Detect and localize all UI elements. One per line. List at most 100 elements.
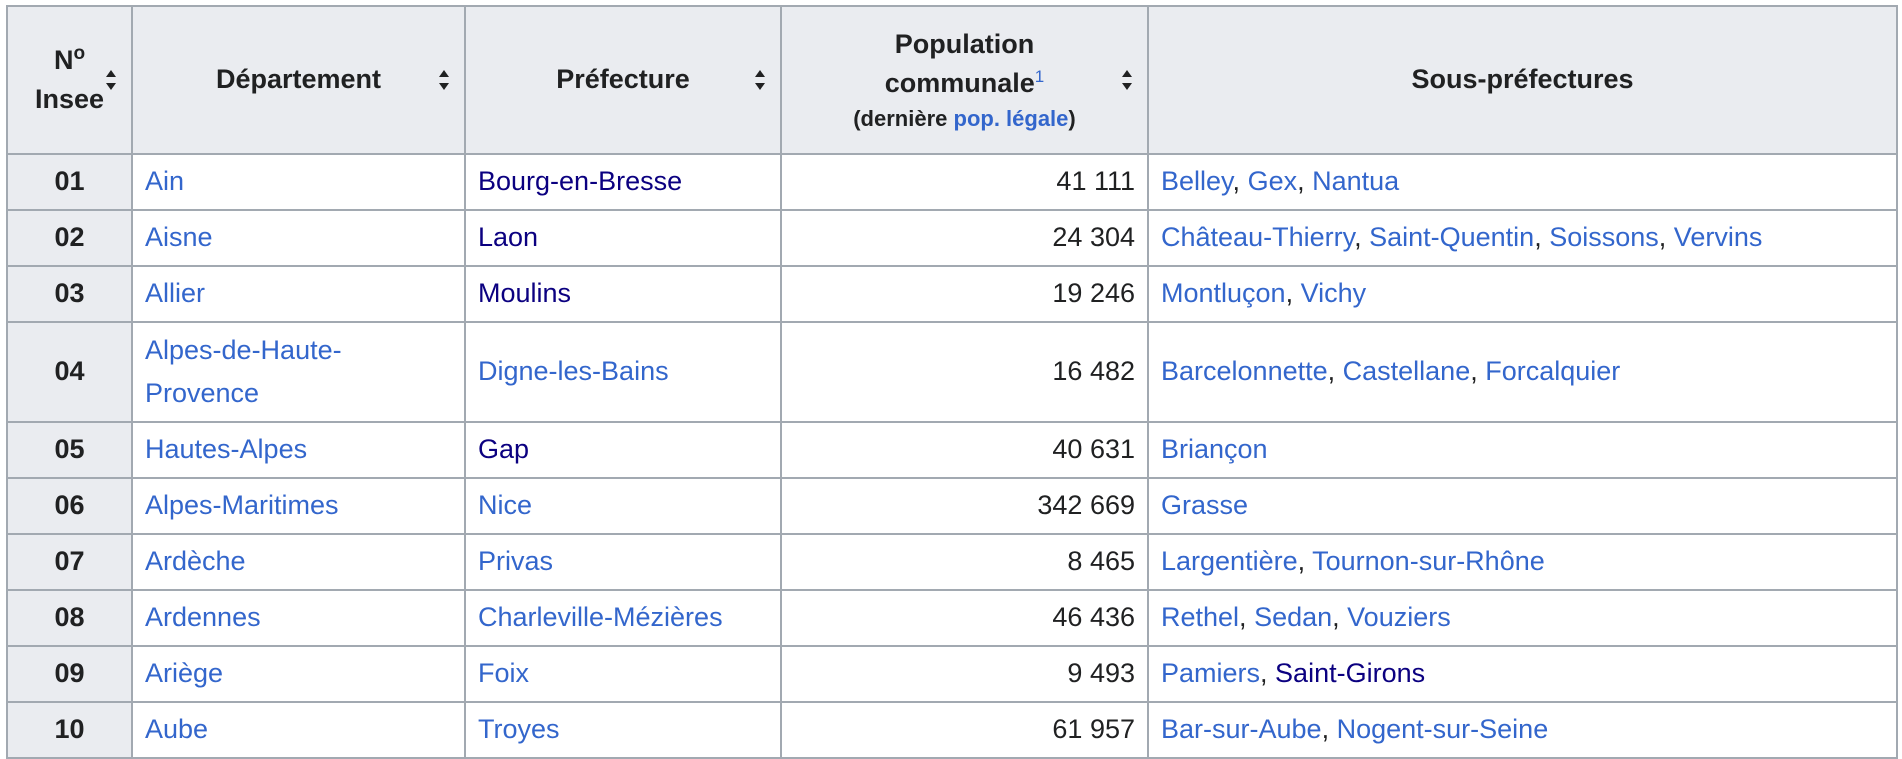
departement-cell: Ardennes (131, 589, 466, 647)
sous-prefecture-link[interactable]: Bar-sur-Aube (1161, 714, 1322, 745)
departement-link[interactable]: Aube (145, 714, 209, 745)
header-row: No Insee Département Préfecture Populatio… (6, 5, 1898, 155)
separator: , (1332, 602, 1348, 633)
sous-prefecture-link[interactable]: Château-Thierry (1161, 222, 1355, 253)
separator: , (1321, 714, 1337, 745)
table-wrapper: No Insee Département Préfecture Populatio… (6, 5, 1898, 759)
sous-prefecture-link[interactable]: Pamiers (1161, 658, 1261, 689)
reference-link[interactable]: 1 (1034, 67, 1045, 87)
separator: , (1658, 222, 1674, 253)
sous-prefecture-link[interactable]: Rethel (1161, 602, 1240, 633)
sous-prefectures-cell: Bar-sur-Aube, Nogent-sur-Seine (1147, 701, 1898, 759)
sous-prefectures-label: Sous-préfectures (1411, 64, 1634, 95)
population-cell: 24 304 (780, 209, 1149, 267)
sous-prefectures-cell: Pamiers, Saint-Girons (1147, 645, 1898, 703)
sous-prefecture-link[interactable]: Sedan (1254, 602, 1333, 633)
col-header-prefecture[interactable]: Préfecture (464, 5, 782, 155)
departement-link[interactable]: Ain (145, 166, 185, 197)
departement-label: Département (215, 64, 382, 95)
prefecture-link[interactable]: Bourg-en-Bresse (478, 166, 683, 197)
population-label: Population communale1 (884, 28, 1045, 99)
separator: , (1470, 356, 1486, 387)
table-row: 05 Hautes-Alpes Gap 40 631 Briançon (6, 421, 1898, 479)
sous-prefecture-link[interactable]: Saint-Quentin (1369, 222, 1535, 253)
sort-icon[interactable] (438, 69, 450, 91)
departement-link[interactable]: Alpes-de-Haute-Provence (145, 334, 342, 408)
departement-cell: Aisne (131, 209, 466, 267)
separator: , (1297, 166, 1313, 197)
population-cell: 16 482 (780, 321, 1149, 423)
prefecture-cell: Foix (464, 645, 782, 703)
separator: , (1297, 546, 1313, 577)
departement-link[interactable]: Aisne (145, 222, 213, 253)
sous-prefecture-link[interactable]: Tournon-sur-Rhône (1312, 546, 1545, 577)
num-insee-cell: 03 (6, 265, 133, 323)
col-header-num-insee[interactable]: No Insee (6, 5, 133, 155)
prefecture-link[interactable]: Foix (478, 658, 530, 689)
num-insee-cell: 06 (6, 477, 133, 535)
sort-icon[interactable] (105, 69, 117, 91)
sort-icon[interactable] (754, 69, 766, 91)
sous-prefecture-link[interactable]: Nogent-sur-Seine (1336, 714, 1549, 745)
sous-prefecture-link[interactable]: Saint-Girons (1275, 658, 1426, 689)
sous-prefecture-link[interactable]: Barcelonnette (1161, 356, 1328, 387)
table-body: 01 Ain Bourg-en-Bresse 41 111 Belley, Gex, N… (6, 153, 1898, 759)
sous-prefecture-link[interactable]: Grasse (1161, 490, 1249, 521)
table-row: 01 Ain Bourg-en-Bresse 41 111 Belley, Gex, N… (6, 153, 1898, 211)
sous-prefecture-link[interactable]: Largentière (1161, 546, 1298, 577)
num-insee-cell: 04 (6, 321, 133, 423)
departement-cell: Ain (131, 153, 466, 211)
prefecture-link[interactable]: Moulins (478, 278, 572, 309)
sous-prefecture-link[interactable]: Montluçon (1161, 278, 1286, 309)
sous-prefecture-link[interactable]: Vouziers (1347, 602, 1451, 633)
departement-link[interactable]: Ardennes (145, 602, 261, 633)
population-cell: 342 669 (780, 477, 1149, 535)
prefecture-link[interactable]: Digne-les-Bains (478, 356, 669, 387)
sous-prefectures-cell: Château-Thierry, Saint-Quentin, Soissons… (1147, 209, 1898, 267)
prefecture-link[interactable]: Gap (478, 434, 530, 465)
num-insee-cell: 02 (6, 209, 133, 267)
separator: , (1327, 356, 1343, 387)
sous-prefecture-link[interactable]: Vichy (1300, 278, 1367, 309)
num-insee-label: No Insee (34, 42, 105, 114)
prefecture-link[interactable]: Charleville-Mézières (478, 602, 723, 633)
sous-prefecture-link[interactable]: Soissons (1549, 222, 1659, 253)
col-header-population[interactable]: Population communale1 (dernière pop. lég… (780, 5, 1149, 155)
departements-table: No Insee Département Préfecture Populatio… (6, 5, 1898, 759)
sous-prefecture-link[interactable]: Gex (1247, 166, 1298, 197)
prefecture-link[interactable]: Laon (478, 222, 539, 253)
num-insee-cell: 10 (6, 701, 133, 759)
population-note: (dernière pop. légale) (853, 106, 1076, 132)
prefecture-link[interactable]: Privas (478, 546, 554, 577)
sous-prefecture-link[interactable]: Belley (1161, 166, 1233, 197)
sous-prefecture-link[interactable]: Nantua (1312, 166, 1400, 197)
prefecture-cell: Nice (464, 477, 782, 535)
departement-link[interactable]: Allier (145, 278, 206, 309)
separator: , (1260, 658, 1276, 689)
num-insee-cell: 09 (6, 645, 133, 703)
departement-link[interactable]: Ardèche (145, 546, 246, 577)
prefecture-cell: Charleville-Mézières (464, 589, 782, 647)
departement-link[interactable]: Hautes-Alpes (145, 434, 308, 465)
sous-prefecture-link[interactable]: Briançon (1161, 434, 1268, 465)
departement-link[interactable]: Alpes-Maritimes (145, 490, 339, 521)
table-row: 08 Ardennes Charleville-Mézières 46 436 Reth… (6, 589, 1898, 647)
separator: , (1239, 602, 1255, 633)
pop-legale-link[interactable]: pop. légale (953, 106, 1069, 132)
sous-prefecture-link[interactable]: Vervins (1673, 222, 1763, 253)
col-header-departement[interactable]: Département (131, 5, 466, 155)
table-row: 02 Aisne Laon 24 304 Château-Thierry, Saint-… (6, 209, 1898, 267)
departement-link[interactable]: Ariège (145, 658, 224, 689)
prefecture-cell: Troyes (464, 701, 782, 759)
sous-prefectures-cell: Briançon (1147, 421, 1898, 479)
prefecture-link[interactable]: Nice (478, 490, 533, 521)
departement-cell: Ardèche (131, 533, 466, 591)
departement-cell: Allier (131, 265, 466, 323)
num-insee-cell: 05 (6, 421, 133, 479)
sous-prefecture-link[interactable]: Castellane (1342, 356, 1471, 387)
departement-cell: Ariège (131, 645, 466, 703)
sort-icon[interactable] (1121, 69, 1133, 91)
prefecture-label: Préfecture (556, 64, 690, 95)
sous-prefecture-link[interactable]: Forcalquier (1485, 356, 1621, 387)
prefecture-link[interactable]: Troyes (478, 714, 560, 745)
